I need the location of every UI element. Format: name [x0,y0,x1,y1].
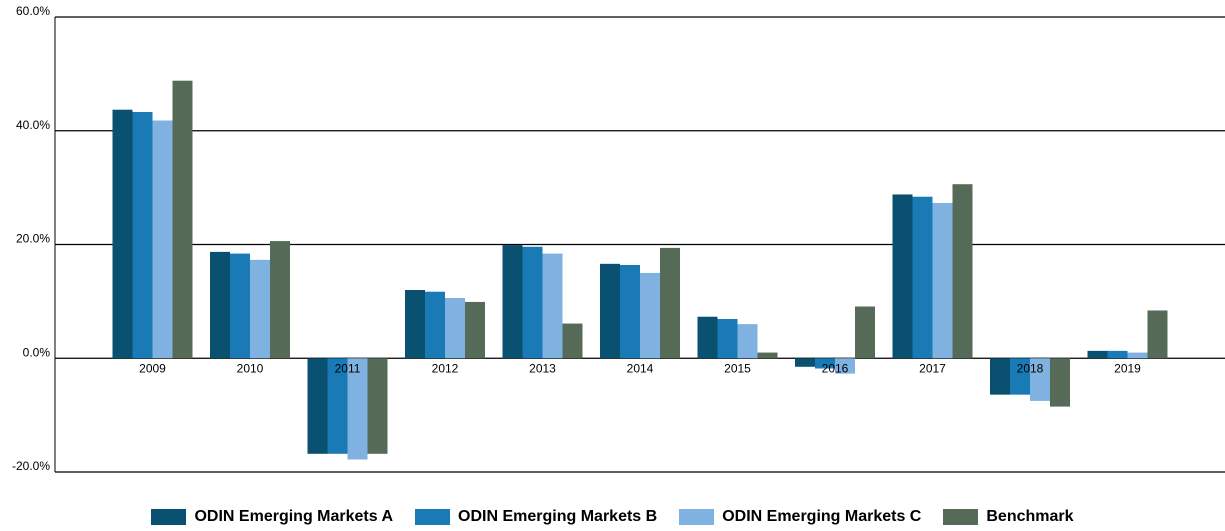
bar [152,120,173,359]
x-tick-label: 2009 [139,361,166,375]
x-tick-label: 2014 [627,361,654,375]
x-tick-label: 2017 [919,361,946,375]
y-tick-label: -20.0% [12,459,50,473]
legend-label: ODIN Emerging Markets B [458,508,658,525]
bar [522,246,543,359]
bar [795,358,815,367]
bar [892,194,913,359]
bar [932,202,953,359]
x-tick-label: 2016 [822,361,849,375]
bar [502,245,523,359]
bar [912,196,933,359]
bar [952,184,973,359]
bar [757,352,778,359]
bar [815,358,835,369]
legend-swatch [415,509,451,525]
legend-item: ODIN Emerging Markets B [415,508,657,526]
legend-swatch [679,509,715,525]
bar [250,259,270,359]
bar [1010,358,1030,395]
y-tick-label: 20.0% [16,232,50,246]
bar [835,358,855,374]
bar [562,323,583,359]
bar [1087,350,1108,359]
x-tick-label: 2013 [529,361,556,375]
bar [640,272,660,359]
x-tick-label: 2012 [432,361,459,375]
bar [717,319,738,359]
x-tick-label: 2011 [335,361,361,375]
bar [425,291,445,359]
x-tick-label: 2019 [1114,361,1141,375]
legend-label: ODIN Emerging Markets A [194,508,394,525]
bar [1050,358,1070,407]
y-tick-label: 40.0% [16,118,50,132]
bar [737,324,758,359]
bar [112,109,133,359]
bar [327,358,348,454]
bar [270,241,290,359]
bar [990,358,1010,395]
bar [620,264,640,359]
legend-item: ODIN Emerging Markets C [679,508,921,526]
bar [542,253,563,359]
bar [347,358,368,460]
legend-item: Benchmark [943,508,1074,526]
bar [230,253,250,359]
legend-item: ODIN Emerging Markets A [151,508,393,526]
bar [697,316,718,359]
bar [405,290,425,359]
bar [210,251,230,359]
bar [367,358,388,454]
legend-swatch [151,509,187,525]
bar [307,358,328,454]
legend-label: ODIN Emerging Markets C [722,508,922,525]
bar [132,111,153,359]
x-tick-label: 2018 [1017,361,1044,375]
legend: ODIN Emerging Markets A ODIN Emerging Mar… [0,508,1225,526]
bar [172,80,193,359]
chart: -20.0% 0.0% 20.0% 40.0% 60.0% 2009 2010 2011 201… [12,4,1225,473]
bar [855,306,875,359]
bar [660,247,680,359]
bar [1147,310,1168,359]
legend-label: Benchmark [986,508,1074,525]
bar [445,297,465,359]
legend-swatch [943,509,979,525]
bar [1107,350,1128,359]
bar [1127,352,1148,359]
y-tick-label: 60.0% [16,4,50,18]
bar [1030,358,1050,401]
x-tick-label: 2010 [237,361,264,375]
x-tick-label: 2015 [724,361,751,375]
bar [465,301,485,359]
bar [600,263,620,359]
y-tick-label: 0.0% [23,345,51,359]
